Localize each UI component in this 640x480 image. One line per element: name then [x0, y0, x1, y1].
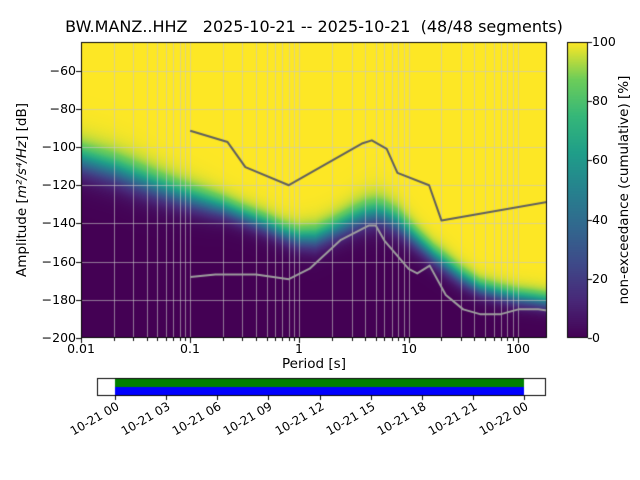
x-tick-label: 100 [506, 341, 530, 356]
x-tick-label: 1 [295, 341, 303, 356]
y-axis-label-units: m²/s⁴/Hz [14, 140, 30, 199]
y-tick-label: −120 [41, 177, 76, 192]
x-tick-label: 0.1 [180, 341, 200, 356]
x-tick-label: 10 [401, 341, 417, 356]
x-tick-label: 0.01 [67, 341, 95, 356]
y-axis-label-suffix: ] [dB] [14, 102, 30, 141]
colorbar-tick-label: 80 [592, 93, 608, 108]
colorbar-label: non-exceedance (cumulative) [%] [616, 75, 632, 305]
y-tick-label: −60 [49, 63, 76, 78]
plot-title: BW.MANZ..HHZ 2025-10-21 -- 2025-10-21 (4… [65, 17, 563, 36]
y-tick-label: −160 [41, 254, 76, 269]
x-axis-label: Period [s] [282, 356, 346, 372]
y-axis-label: Amplitude [m²/s⁴/Hz] [dB] [14, 40, 30, 340]
y-tick-label: −100 [41, 139, 76, 154]
colorbar-tick-label: 60 [592, 152, 608, 167]
y-tick-label: −200 [41, 330, 76, 345]
colorbar-tick-label: 20 [592, 271, 608, 286]
y-tick-label: −180 [41, 292, 76, 307]
colorbar-tick-label: 0 [592, 330, 600, 345]
colorbar-tick-label: 40 [592, 212, 608, 227]
y-tick-label: −80 [49, 101, 76, 116]
y-axis-label-prefix: Amplitude [ [14, 198, 30, 278]
colorbar-tick-label: 100 [592, 34, 616, 49]
y-tick-label: −140 [41, 215, 76, 230]
